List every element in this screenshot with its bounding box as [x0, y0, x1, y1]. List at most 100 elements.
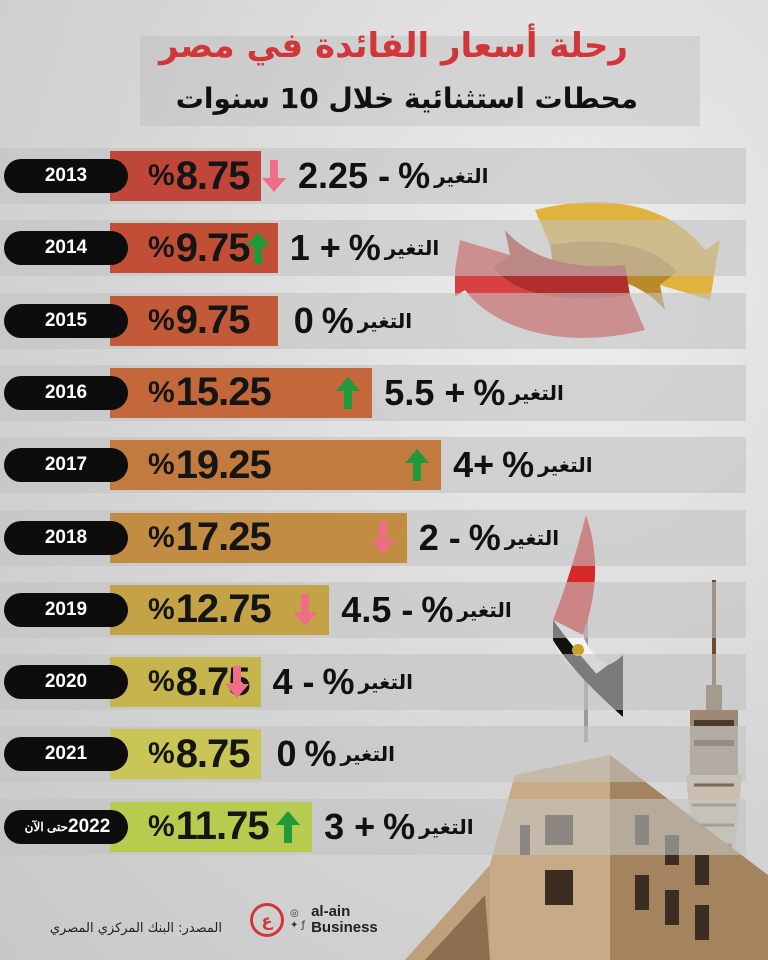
change-label-2022: التغير% + 3 — [320, 803, 474, 851]
change-percent-sign: % — [322, 661, 355, 703]
year-label-2013: 2013 — [4, 159, 128, 193]
year-note: حتى الآن — [24, 819, 69, 834]
change-word: التغير — [340, 742, 395, 767]
change-percent-sign: % — [383, 805, 416, 847]
rate-label-2015: % 9.75 — [148, 297, 251, 345]
rate-label-2016: % 15.25 — [148, 369, 272, 417]
rate-value: 19.25 — [175, 442, 272, 487]
change-label-2014: التغير% + 1 — [286, 224, 440, 272]
change-word: التغير — [509, 380, 564, 405]
arrow-down-icon — [224, 666, 249, 699]
year-label-2014: 2014 — [4, 231, 128, 266]
year-text: 2021 — [44, 743, 88, 765]
percent-sign: % — [148, 375, 175, 409]
change-label-2021: التغير% 0 — [273, 730, 395, 778]
rate-value: 9.75 — [175, 225, 251, 270]
arrow-down-icon — [370, 521, 395, 554]
change-percent-sign: % — [321, 299, 354, 341]
change-value: + 3 — [324, 805, 376, 847]
logo-text-secondary: Business — [311, 919, 378, 936]
chart-row-2019: 2019% 12.75 التغير% - 4.5 — [0, 581, 768, 638]
percent-sign: % — [148, 809, 175, 843]
change-percent-sign: % — [304, 733, 337, 775]
change-value: - 4.5 — [341, 588, 414, 630]
year-label-2016: 2016 — [4, 375, 128, 410]
year-label-2017: 2017 — [4, 448, 128, 483]
percent-sign: % — [148, 303, 175, 337]
bar-2016 — [110, 367, 373, 418]
chart-row-2017: 2017% 19.25 التغير% +4 — [0, 437, 768, 494]
rate-label-2014: % 9.75 — [148, 224, 251, 272]
year-label-2020: 2020 — [4, 665, 128, 700]
chart-row-2015: 2015% 9.75 التغير% 0 — [0, 292, 768, 349]
change-percent-sign: % — [468, 516, 501, 558]
year-text: 2015 — [44, 309, 88, 331]
change-label-2019: التغير% - 4.5 — [337, 586, 512, 634]
change-percent-sign: % — [348, 227, 381, 269]
percent-sign: % — [148, 665, 175, 699]
title-band — [140, 36, 700, 126]
year-label-2018: 2018 — [4, 520, 128, 555]
year-label-2021: 2021 — [4, 737, 128, 772]
change-value: - 2.25 — [298, 155, 391, 196]
percent-sign: % — [148, 448, 175, 482]
change-value: + 5.5 — [384, 371, 466, 413]
change-value: - 2 — [418, 516, 461, 558]
year-text: 2019 — [44, 598, 88, 620]
bar-2013 — [110, 151, 261, 201]
source-note: المصدر: البنك المركزي المصري — [49, 921, 222, 936]
change-label-2020: التغير% - 4 — [269, 658, 413, 706]
rate-label-2018: % 17.25 — [148, 514, 272, 562]
rate-label-2021: % 8.75 — [148, 730, 251, 778]
bar-2022 — [110, 801, 313, 852]
year-label-2015: 2015 — [4, 303, 128, 338]
percent-sign: % — [148, 520, 175, 554]
bar-2014 — [110, 223, 278, 274]
rate-value: 12.75 — [175, 587, 272, 632]
change-word: التغير — [504, 525, 560, 550]
year-label-2022: حتى الآن 2022 — [4, 809, 128, 844]
twitter-icon: ✦ ƒ — [290, 920, 306, 931]
chart-row-2018: 2018% 17.25 التغير% - 2 — [0, 509, 768, 566]
bar-2017 — [110, 440, 442, 491]
instagram-icon: ◎ — [290, 908, 299, 919]
chart-row-2022: حتى الآن 2022% 11.75 التغير% + 3 — [0, 798, 768, 855]
change-label-2016: التغير% + 5.5 — [380, 369, 564, 417]
arrow-up-icon — [246, 232, 270, 265]
al-ain-logo: ع ◎ ✦ ƒ al-ain Business — [250, 898, 400, 942]
rate-value: 11.75 — [175, 804, 270, 849]
year-text: 2016 — [44, 381, 88, 403]
arrow-down-icon — [262, 160, 286, 192]
bar-2018 — [110, 512, 407, 563]
percent-sign: % — [148, 592, 175, 626]
percent-sign: % — [148, 159, 175, 192]
change-label-2013: التغير% - 2.25 — [294, 152, 489, 200]
change-word: التغير — [434, 164, 489, 188]
al-ain-logo-icon: ع — [250, 903, 284, 937]
arrow-up-icon — [336, 376, 361, 409]
social-icons: ◎ ✦ ƒ — [290, 908, 305, 932]
change-word: التغير — [419, 814, 474, 839]
rate-label-2019: % 12.75 — [148, 586, 272, 634]
change-value: 0 — [276, 733, 297, 775]
central-bank-building-icon — [405, 755, 768, 960]
rate-label-2013: % 8.75 — [148, 152, 251, 200]
change-value: - 4 — [272, 661, 315, 703]
change-label-2018: التغير% - 2 — [415, 514, 559, 562]
page-title: رحلة أسعار الفائدة في مصر — [158, 26, 628, 66]
year-text: 2013 — [44, 165, 88, 186]
bar-2021 — [110, 729, 261, 780]
change-word: التغير — [358, 670, 413, 695]
rate-value: 8.75 — [175, 731, 251, 776]
change-value: + 1 — [289, 227, 341, 269]
rate-value: 8.75 — [175, 153, 251, 198]
change-word: التغير — [457, 597, 512, 622]
bar-2015 — [110, 295, 278, 346]
arrow-up-icon — [405, 449, 430, 482]
change-value: 0 — [293, 299, 314, 341]
year-text: 2018 — [44, 526, 88, 548]
rate-value: 9.75 — [175, 298, 251, 343]
change-word: التغير — [538, 453, 593, 478]
change-word: التغير — [384, 236, 440, 261]
change-word: التغير — [357, 308, 413, 333]
